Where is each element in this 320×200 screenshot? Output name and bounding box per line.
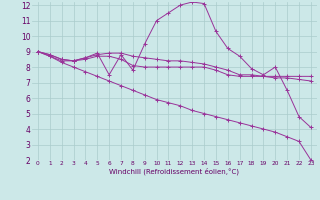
X-axis label: Windchill (Refroidissement éolien,°C): Windchill (Refroidissement éolien,°C) — [109, 168, 239, 175]
